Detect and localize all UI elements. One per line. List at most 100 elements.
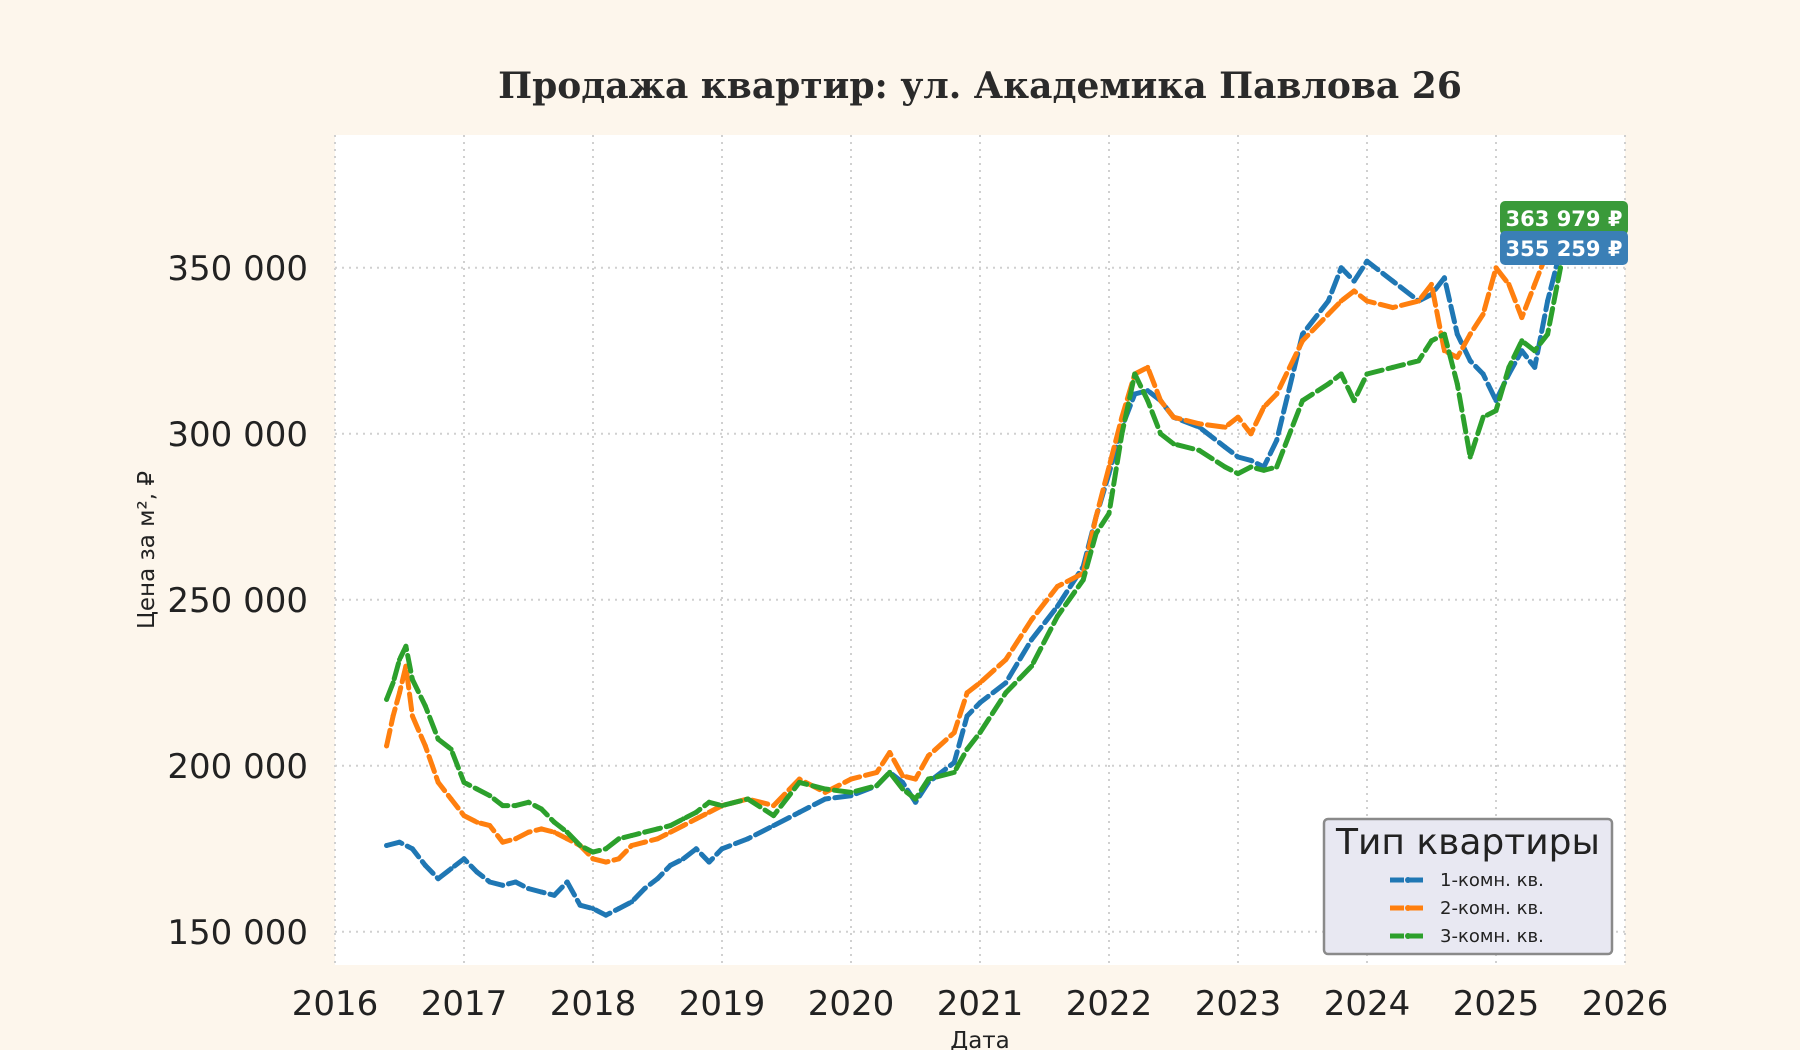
- data-point: [1338, 371, 1344, 377]
- data-point: [1351, 278, 1357, 284]
- data-point: [538, 889, 544, 895]
- data-point: [564, 829, 570, 835]
- data-point: [642, 829, 648, 835]
- data-point: [1054, 603, 1060, 609]
- data-point: [1261, 467, 1267, 473]
- data-point: [693, 809, 699, 815]
- data-point: [603, 846, 609, 852]
- data-point: [538, 806, 544, 812]
- data-point: [1145, 388, 1151, 394]
- y-tick-label: 150 000: [167, 913, 308, 953]
- data-point: [655, 876, 660, 882]
- data-point: [513, 803, 519, 809]
- data-point: [1106, 511, 1112, 516]
- data-point: [1171, 441, 1176, 447]
- data-point: [1558, 265, 1563, 271]
- data-point: [1145, 364, 1151, 370]
- data-point: [1351, 288, 1357, 294]
- data-point: [655, 826, 660, 832]
- data-point: [603, 859, 609, 865]
- data-point: [1325, 298, 1331, 304]
- data-point: [642, 886, 648, 892]
- data-point: [1390, 305, 1396, 311]
- data-point: [1390, 278, 1396, 284]
- data-point: [551, 829, 557, 835]
- badge-label: 355 259 ₽: [1506, 237, 1623, 261]
- data-point: [487, 823, 493, 829]
- data-point: [1235, 471, 1241, 477]
- data-point: [1274, 391, 1280, 397]
- data-point: [1506, 364, 1512, 370]
- y-axis-label: Цена за м², ₽: [134, 471, 160, 629]
- data-point: [1325, 381, 1331, 387]
- data-point: [384, 696, 390, 702]
- data-point: [745, 836, 751, 842]
- x-tick-label: 2020: [808, 984, 895, 1024]
- data-point: [719, 846, 725, 852]
- last-value-badge: 363 979 ₽: [1500, 201, 1628, 235]
- data-point: [448, 746, 454, 752]
- data-point: [448, 866, 454, 872]
- data-point: [1519, 348, 1525, 354]
- data-point: [1171, 414, 1176, 420]
- data-point: [1493, 265, 1499, 271]
- grid: [334, 135, 1626, 965]
- data-point: [487, 793, 493, 799]
- data-point: [1480, 311, 1486, 317]
- y-tick-label: 300 000: [167, 415, 308, 455]
- data-point: [1545, 298, 1551, 304]
- data-point: [964, 713, 970, 719]
- data-point: [964, 690, 970, 696]
- data-point: [409, 677, 415, 682]
- data-point: [1003, 657, 1009, 663]
- x-tick-label: 2022: [1066, 984, 1153, 1024]
- data-point: [1029, 637, 1035, 643]
- data-point: [706, 799, 712, 805]
- data-point: [590, 906, 596, 912]
- data-point: [1467, 358, 1473, 364]
- data-point: [693, 846, 699, 852]
- data-point: [1506, 281, 1512, 287]
- x-tick-label: 2025: [1453, 984, 1540, 1024]
- data-point: [384, 743, 390, 749]
- data-point: [422, 703, 428, 709]
- data-point: [1429, 281, 1434, 287]
- data-point: [1545, 331, 1551, 337]
- data-point: [1454, 381, 1460, 387]
- data-point: [1119, 431, 1125, 437]
- legend-title: Тип квартиры: [1335, 822, 1600, 863]
- chart-title: Продажа квартир: ул. Академика Павлова 2…: [498, 65, 1462, 107]
- y-tick-label: 250 000: [167, 581, 308, 621]
- data-point: [1222, 424, 1228, 430]
- data-point: [397, 690, 402, 696]
- data-point: [1222, 464, 1228, 470]
- data-point: [1054, 584, 1060, 589]
- data-point: [900, 773, 906, 779]
- data-point: [1003, 690, 1009, 696]
- data-point: [1390, 364, 1396, 370]
- data-point: [667, 823, 673, 829]
- data-point: [706, 859, 712, 865]
- data-point: [551, 819, 557, 825]
- data-point: [590, 856, 596, 862]
- data-point: [680, 856, 686, 862]
- data-point: [1093, 530, 1099, 536]
- data-point: [642, 839, 648, 845]
- data-point: [951, 769, 957, 775]
- data-point: [874, 769, 880, 775]
- data-point: [1132, 391, 1138, 397]
- data-point: [1338, 265, 1344, 271]
- data-point: [1325, 311, 1331, 317]
- legend-label: 3-комн. кв.: [1440, 926, 1544, 947]
- data-point: [1248, 464, 1254, 470]
- data-point: [1158, 431, 1164, 437]
- data-point: [1248, 431, 1254, 437]
- legend-marker: [1405, 933, 1411, 939]
- data-point: [397, 657, 402, 663]
- data-point: [513, 836, 519, 842]
- x-tick-label: 2024: [1324, 984, 1411, 1024]
- data-point: [925, 753, 931, 759]
- data-point: [1261, 404, 1267, 410]
- data-point: [1364, 298, 1370, 304]
